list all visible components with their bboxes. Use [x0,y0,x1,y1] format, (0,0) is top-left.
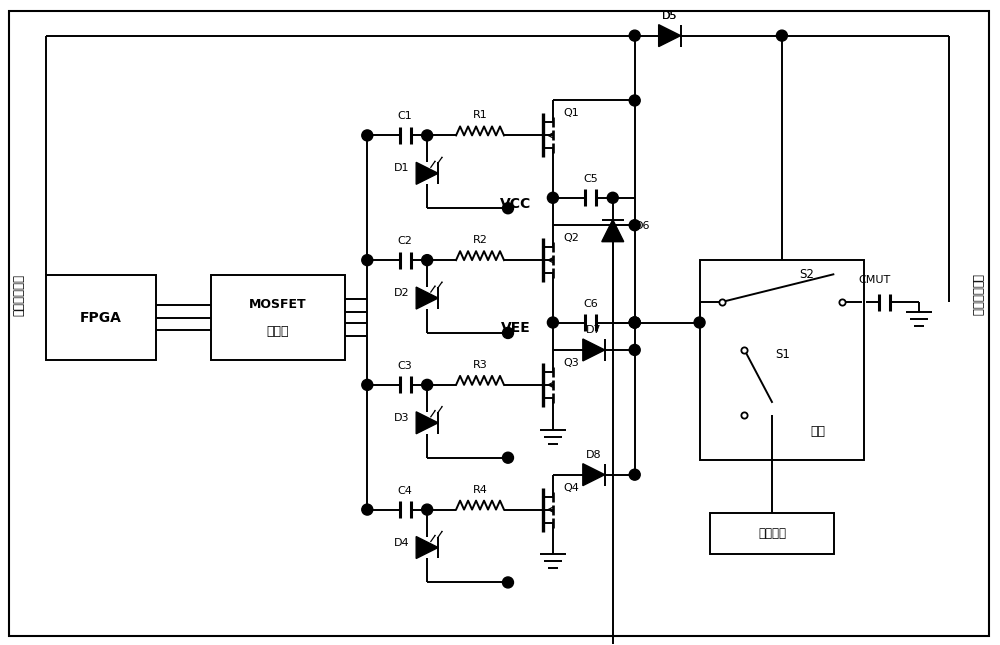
Circle shape [422,255,433,266]
Polygon shape [416,163,438,184]
Circle shape [629,317,640,328]
Circle shape [547,317,558,328]
Circle shape [629,95,640,106]
Text: Q1: Q1 [563,108,579,119]
Text: 开关控制信号: 开关控制信号 [970,274,983,316]
Text: S1: S1 [775,348,790,361]
Circle shape [502,452,513,463]
Text: D2: D2 [394,288,409,298]
Circle shape [547,192,558,203]
Text: 开关: 开关 [811,425,826,438]
Text: C4: C4 [398,486,413,495]
Bar [46,275,156,360]
Polygon shape [416,412,438,433]
Circle shape [502,577,513,588]
Circle shape [629,220,640,231]
Polygon shape [659,25,681,46]
Circle shape [607,192,618,203]
Polygon shape [416,537,438,559]
Circle shape [776,30,787,41]
Circle shape [362,504,373,515]
Polygon shape [583,339,605,361]
Circle shape [629,344,640,355]
Polygon shape [602,220,624,242]
Text: C1: C1 [398,112,413,121]
Text: FPGA: FPGA [80,310,122,324]
Text: Q3: Q3 [563,358,579,368]
Text: CMUT: CMUT [858,275,890,285]
Text: R1: R1 [473,110,487,121]
Text: R3: R3 [473,360,487,370]
Text: D8: D8 [586,450,602,460]
Text: VCC: VCC [500,197,531,211]
Text: D6: D6 [635,221,650,231]
Text: D3: D3 [394,413,409,422]
Circle shape [362,255,373,266]
Text: D4: D4 [394,537,409,548]
Text: C6: C6 [583,299,598,308]
Text: R2: R2 [473,235,487,245]
Bar [710,513,834,555]
Text: D7: D7 [586,325,602,335]
Bar [211,275,345,360]
Circle shape [629,317,640,328]
Circle shape [422,130,433,141]
Circle shape [629,30,640,41]
Circle shape [422,379,433,390]
Text: MOSFET: MOSFET [249,298,307,311]
Text: R4: R4 [473,484,487,495]
Text: D1: D1 [394,163,409,174]
Text: C5: C5 [583,174,598,184]
Circle shape [422,504,433,515]
Text: Q4: Q4 [563,482,579,493]
Circle shape [362,130,373,141]
Bar [700,260,864,460]
Circle shape [502,203,513,213]
Circle shape [694,317,705,328]
Text: C3: C3 [398,361,413,371]
Text: C2: C2 [398,236,413,246]
Text: Q2: Q2 [563,233,579,243]
Circle shape [502,328,513,339]
Text: D5: D5 [662,11,677,21]
Text: S2: S2 [799,268,814,281]
Text: 放大电路: 放大电路 [758,527,786,540]
Text: VEE: VEE [501,321,531,335]
Circle shape [629,469,640,480]
Text: 驱动器: 驱动器 [267,325,289,338]
Text: D5: D5 [662,11,677,21]
Circle shape [629,317,640,328]
Text: 开关控制信号: 开关控制信号 [13,274,26,316]
Polygon shape [416,287,438,309]
Circle shape [362,379,373,390]
Polygon shape [583,464,605,486]
